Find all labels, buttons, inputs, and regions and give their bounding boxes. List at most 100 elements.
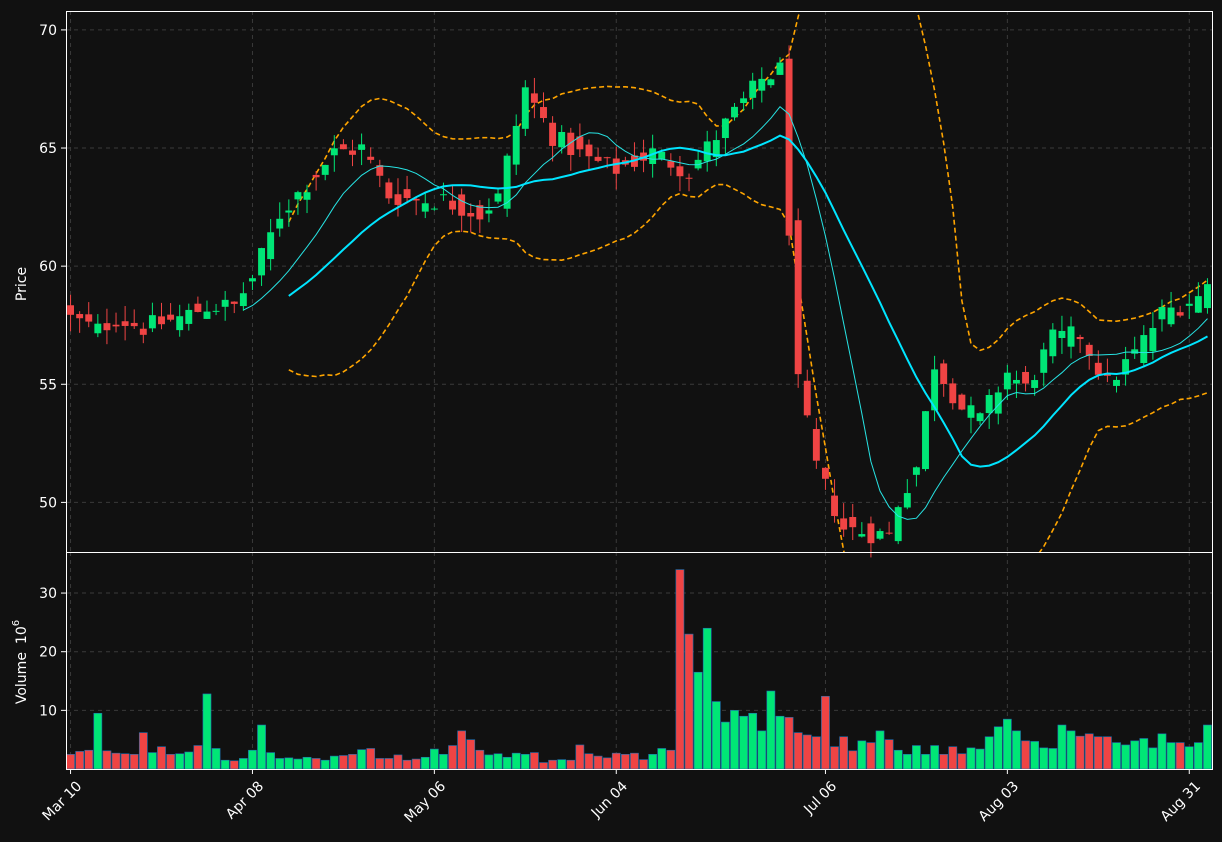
- volume-bar: [875, 730, 885, 770]
- candle-body: [503, 155, 511, 209]
- volume-bar: [1003, 718, 1012, 770]
- volume-bar: [448, 745, 457, 770]
- candle-body: [1158, 307, 1166, 320]
- candle-body: [912, 467, 920, 475]
- candle-body: [849, 516, 857, 528]
- volume-bar: [1084, 733, 1094, 770]
- candle-body: [421, 203, 429, 212]
- candle-body: [1049, 329, 1057, 357]
- volume-bar: [957, 753, 967, 770]
- volume-bar: [1194, 742, 1203, 770]
- candle-body: [1085, 344, 1093, 356]
- candle-body: [1040, 349, 1048, 373]
- candle-body: [230, 301, 238, 304]
- candle-body: [1149, 327, 1157, 352]
- candle-body: [239, 293, 247, 307]
- volume-bar: [857, 740, 867, 770]
- volume-bar: [666, 749, 676, 770]
- candle-body: [94, 323, 102, 334]
- candle-body: [731, 106, 738, 118]
- price-panel-frame: [66, 11, 1213, 553]
- candle-body: [858, 534, 866, 537]
- volume-bar: [884, 739, 894, 770]
- candle-body: [76, 314, 84, 319]
- candle-body: [540, 107, 547, 119]
- candle-body: [121, 321, 129, 326]
- volume-bar: [275, 758, 285, 770]
- volume-bar: [148, 752, 157, 770]
- volume-bar: [639, 759, 648, 770]
- volume-grid: [66, 552, 1212, 769]
- candle-body: [1131, 349, 1139, 354]
- volume-bar: [775, 715, 785, 770]
- volume-bar: [175, 753, 185, 770]
- volume-bar: [1130, 740, 1140, 770]
- price-candles: [67, 45, 1211, 558]
- candle-body: [958, 394, 966, 410]
- volume-bar: [120, 753, 130, 770]
- volume-bar: [966, 747, 976, 770]
- volume-bar: [257, 724, 266, 770]
- candle-body: [785, 58, 793, 236]
- volume-tick-label: 20: [39, 645, 57, 661]
- candle-body: [221, 299, 229, 307]
- candle-body: [567, 132, 575, 156]
- candle-body: [1122, 359, 1130, 375]
- candle-body: [512, 125, 520, 165]
- volume-bar: [602, 757, 612, 770]
- volume-bar: [466, 739, 476, 770]
- volume-bar: [348, 754, 357, 770]
- volume-bar: [184, 751, 194, 770]
- volume-bar: [566, 759, 576, 770]
- candle-body: [667, 161, 675, 168]
- volume-bar: [793, 732, 803, 770]
- upper-band-line: [288, 11, 1208, 352]
- price-axis-ticks: 50 55 60 65 70: [39, 23, 66, 511]
- candle-body: [148, 315, 156, 329]
- candle-body: [740, 98, 748, 104]
- candle-body: [285, 210, 293, 213]
- volume-bar: [530, 752, 539, 770]
- volume-bar: [329, 755, 339, 770]
- candle-body: [376, 165, 384, 176]
- volume-bar: [166, 754, 175, 770]
- candle-body: [903, 493, 911, 508]
- candle-body: [603, 157, 611, 159]
- volume-bar: [1112, 742, 1121, 770]
- volume-bar: [648, 754, 657, 770]
- volume-bar: [657, 748, 667, 770]
- candle-body: [1203, 284, 1211, 309]
- candle-body: [276, 218, 284, 229]
- volume-axis-title: Volume: [14, 652, 30, 704]
- volume-bar: [293, 758, 303, 770]
- candle-body: [467, 213, 475, 217]
- candle-body: [985, 394, 993, 414]
- candle-body: [530, 93, 538, 103]
- candle-body: [749, 80, 757, 98]
- volume-axis-unit-base: 10: [14, 626, 30, 644]
- volume-bar: [802, 734, 812, 770]
- volume-bar: [1057, 724, 1067, 770]
- volume-bar: [111, 752, 121, 770]
- volume-bar: [484, 754, 494, 770]
- volume-bar: [1048, 748, 1058, 770]
- volume-bar: [1103, 736, 1112, 770]
- volume-bar: [575, 744, 585, 770]
- volume-bar: [948, 746, 958, 770]
- candle-body: [940, 363, 948, 384]
- volume-bar: [721, 721, 730, 770]
- candle-body: [776, 62, 784, 75]
- volume-bar: [611, 752, 621, 770]
- price-tick-label: 50: [39, 495, 57, 511]
- date-axis-ticks: Mar 10 Apr 08 May 06 Jun 04 Jul 06 Aug 03 Aug …: [40, 769, 1204, 826]
- volume-bar: [766, 690, 776, 770]
- candle-body: [394, 194, 402, 205]
- volume-bar: [457, 730, 466, 770]
- volume-bar: [302, 756, 312, 770]
- candle-body: [176, 316, 184, 331]
- candle-body: [385, 182, 393, 199]
- volume-bar: [1012, 730, 1021, 770]
- candle-body: [576, 136, 584, 150]
- volume-bar: [730, 710, 739, 770]
- candle-body: [594, 156, 602, 161]
